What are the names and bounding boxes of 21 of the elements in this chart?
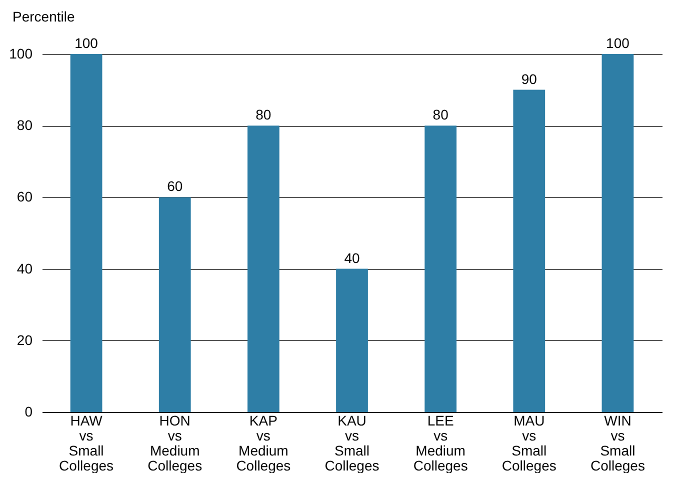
data-label: 90 <box>521 70 538 87</box>
bar <box>158 197 191 412</box>
y-tick-label: 100 <box>9 46 33 62</box>
y-tick-label: 60 <box>16 188 33 205</box>
data-label: 40 <box>344 250 360 266</box>
data-label: 100 <box>606 35 630 51</box>
y-tick-label: 20 <box>16 332 33 348</box>
bar <box>336 268 368 412</box>
bar <box>602 54 634 412</box>
data-label: 100 <box>74 35 98 51</box>
data-label: 80 <box>256 106 272 123</box>
y-tick-label: 80 <box>16 117 33 134</box>
data-label: 80 <box>432 106 449 123</box>
bar <box>424 126 457 412</box>
bar <box>247 126 280 412</box>
y-tick-label: 0 <box>24 404 33 420</box>
bar <box>513 90 546 412</box>
data-label: 60 <box>167 178 183 194</box>
y-tick-label: 40 <box>16 260 33 276</box>
y-axis-title: Percentile <box>12 8 75 24</box>
bar <box>70 54 102 412</box>
